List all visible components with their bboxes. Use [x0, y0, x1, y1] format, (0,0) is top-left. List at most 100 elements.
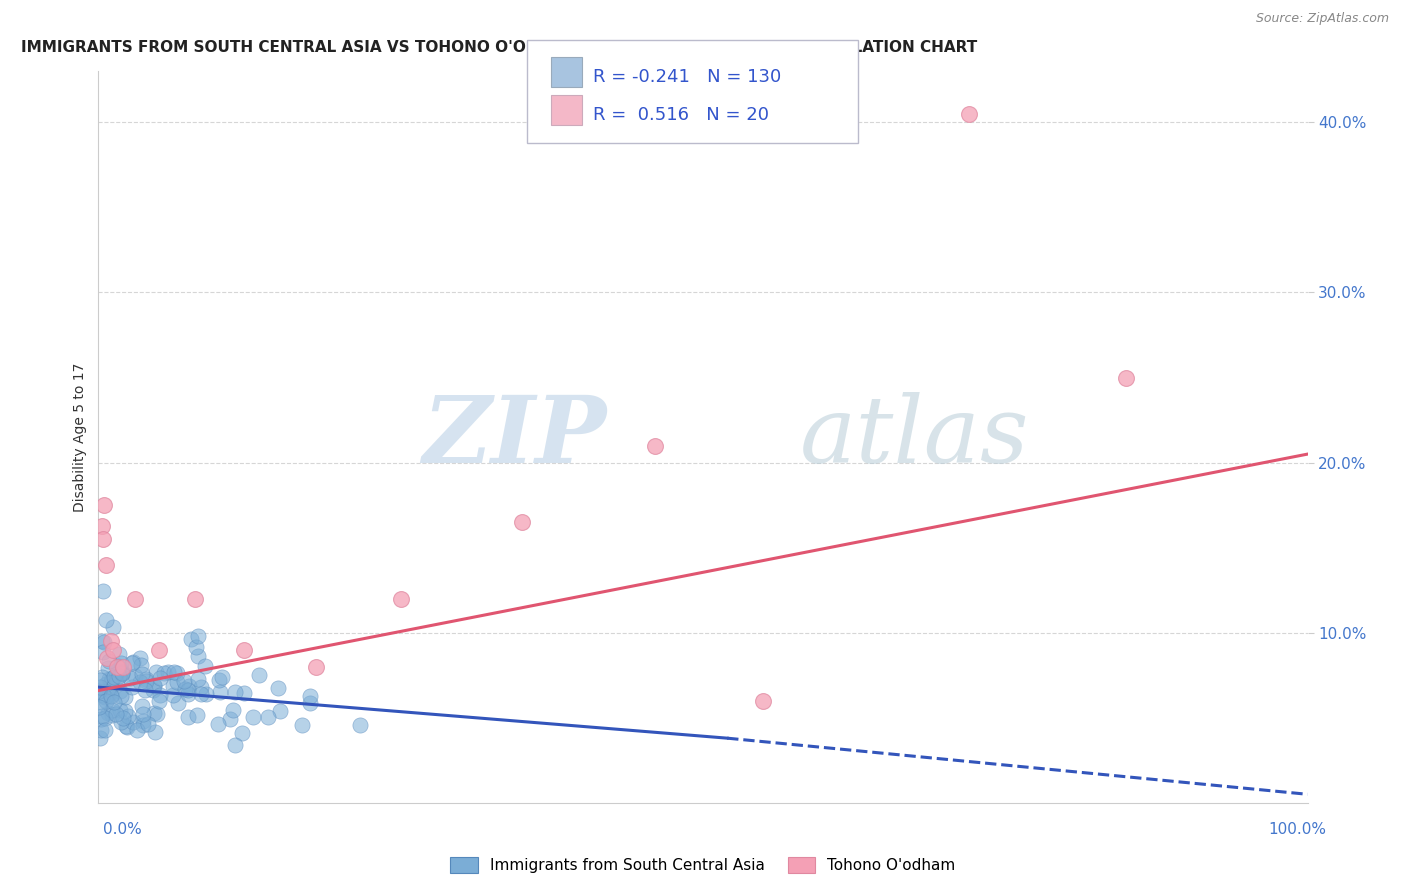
Point: [89, 673, 111, 687]
Point: [115, 719, 138, 733]
Point: [267, 681, 290, 695]
Point: [100, 634, 122, 648]
Point: [644, 439, 666, 453]
Point: [195, 687, 218, 701]
Point: [222, 703, 245, 717]
Point: [149, 688, 172, 702]
Point: [145, 665, 167, 680]
Point: [93, 498, 115, 512]
Point: [142, 682, 165, 697]
Point: [100, 689, 122, 703]
Point: [98, 654, 121, 668]
Point: [224, 684, 246, 698]
Point: [91, 645, 114, 659]
Point: [108, 664, 131, 678]
Point: [111, 711, 134, 725]
Point: [101, 642, 124, 657]
Point: [174, 681, 197, 696]
Point: [176, 687, 198, 701]
Point: [125, 723, 148, 737]
Point: [96, 676, 118, 690]
Point: [114, 705, 136, 719]
Point: [101, 708, 124, 723]
Point: [97, 687, 120, 701]
Point: [94, 723, 117, 738]
Point: [91, 670, 114, 684]
Point: [247, 667, 270, 681]
Point: [93, 634, 115, 648]
Point: [142, 706, 165, 720]
Point: [208, 673, 231, 688]
Point: [187, 672, 209, 686]
Point: [110, 689, 132, 703]
Point: [121, 680, 143, 694]
Point: [91, 583, 114, 598]
Point: [100, 675, 122, 690]
Point: [100, 674, 122, 689]
Point: [177, 679, 200, 693]
Point: [110, 665, 132, 680]
Point: [389, 591, 412, 606]
Point: [957, 107, 980, 121]
Point: [184, 591, 207, 606]
Point: [752, 694, 775, 708]
Point: [190, 680, 212, 694]
Point: [132, 718, 155, 732]
Point: [122, 715, 145, 730]
Point: [121, 656, 143, 670]
Point: [89, 731, 111, 745]
Point: [114, 690, 136, 705]
Point: [131, 699, 153, 714]
Point: [97, 661, 120, 675]
Text: IMMIGRANTS FROM SOUTH CENTRAL ASIA VS TOHONO O'ODHAM DISABILITY AGE 5 TO 17 CORR: IMMIGRANTS FROM SOUTH CENTRAL ASIA VS TO…: [21, 40, 977, 55]
Point: [166, 665, 188, 680]
Text: ZIP: ZIP: [422, 392, 606, 482]
Point: [242, 710, 264, 724]
Point: [91, 634, 114, 648]
Point: [101, 620, 124, 634]
Point: [87, 700, 110, 714]
Point: [128, 651, 150, 665]
Point: [305, 659, 328, 673]
Point: [148, 694, 170, 708]
Point: [166, 674, 188, 689]
Point: [186, 707, 208, 722]
Y-axis label: Disability Age 5 to 17: Disability Age 5 to 17: [73, 362, 87, 512]
Point: [94, 711, 117, 725]
Point: [110, 714, 132, 729]
Point: [117, 708, 139, 723]
Point: [87, 683, 110, 698]
Text: R =  0.516   N = 20: R = 0.516 N = 20: [593, 106, 769, 124]
Point: [190, 687, 212, 701]
Point: [176, 683, 198, 698]
Point: [167, 696, 190, 710]
Point: [269, 704, 291, 718]
Point: [219, 712, 242, 726]
Point: [231, 726, 253, 740]
Point: [108, 668, 131, 682]
Point: [132, 707, 155, 722]
Point: [120, 671, 142, 685]
Point: [149, 672, 172, 686]
Legend: Immigrants from South Central Asia, Tohono O'odham: Immigrants from South Central Asia, Toho…: [444, 851, 962, 880]
Point: [135, 672, 157, 686]
Point: [124, 669, 146, 683]
Point: [101, 704, 124, 718]
Point: [173, 674, 195, 689]
Point: [96, 706, 118, 720]
Text: atlas: atlas: [800, 392, 1029, 482]
Text: R = -0.241   N = 130: R = -0.241 N = 130: [593, 68, 782, 86]
Text: Source: ZipAtlas.com: Source: ZipAtlas.com: [1256, 12, 1389, 25]
Point: [111, 666, 134, 681]
Point: [110, 656, 132, 670]
Point: [121, 655, 143, 669]
Point: [142, 678, 165, 692]
Point: [194, 659, 217, 673]
Point: [111, 665, 134, 679]
Point: [111, 659, 134, 673]
Point: [257, 710, 280, 724]
Point: [100, 671, 122, 685]
Point: [90, 695, 112, 709]
Point: [94, 694, 117, 708]
Point: [187, 629, 209, 643]
